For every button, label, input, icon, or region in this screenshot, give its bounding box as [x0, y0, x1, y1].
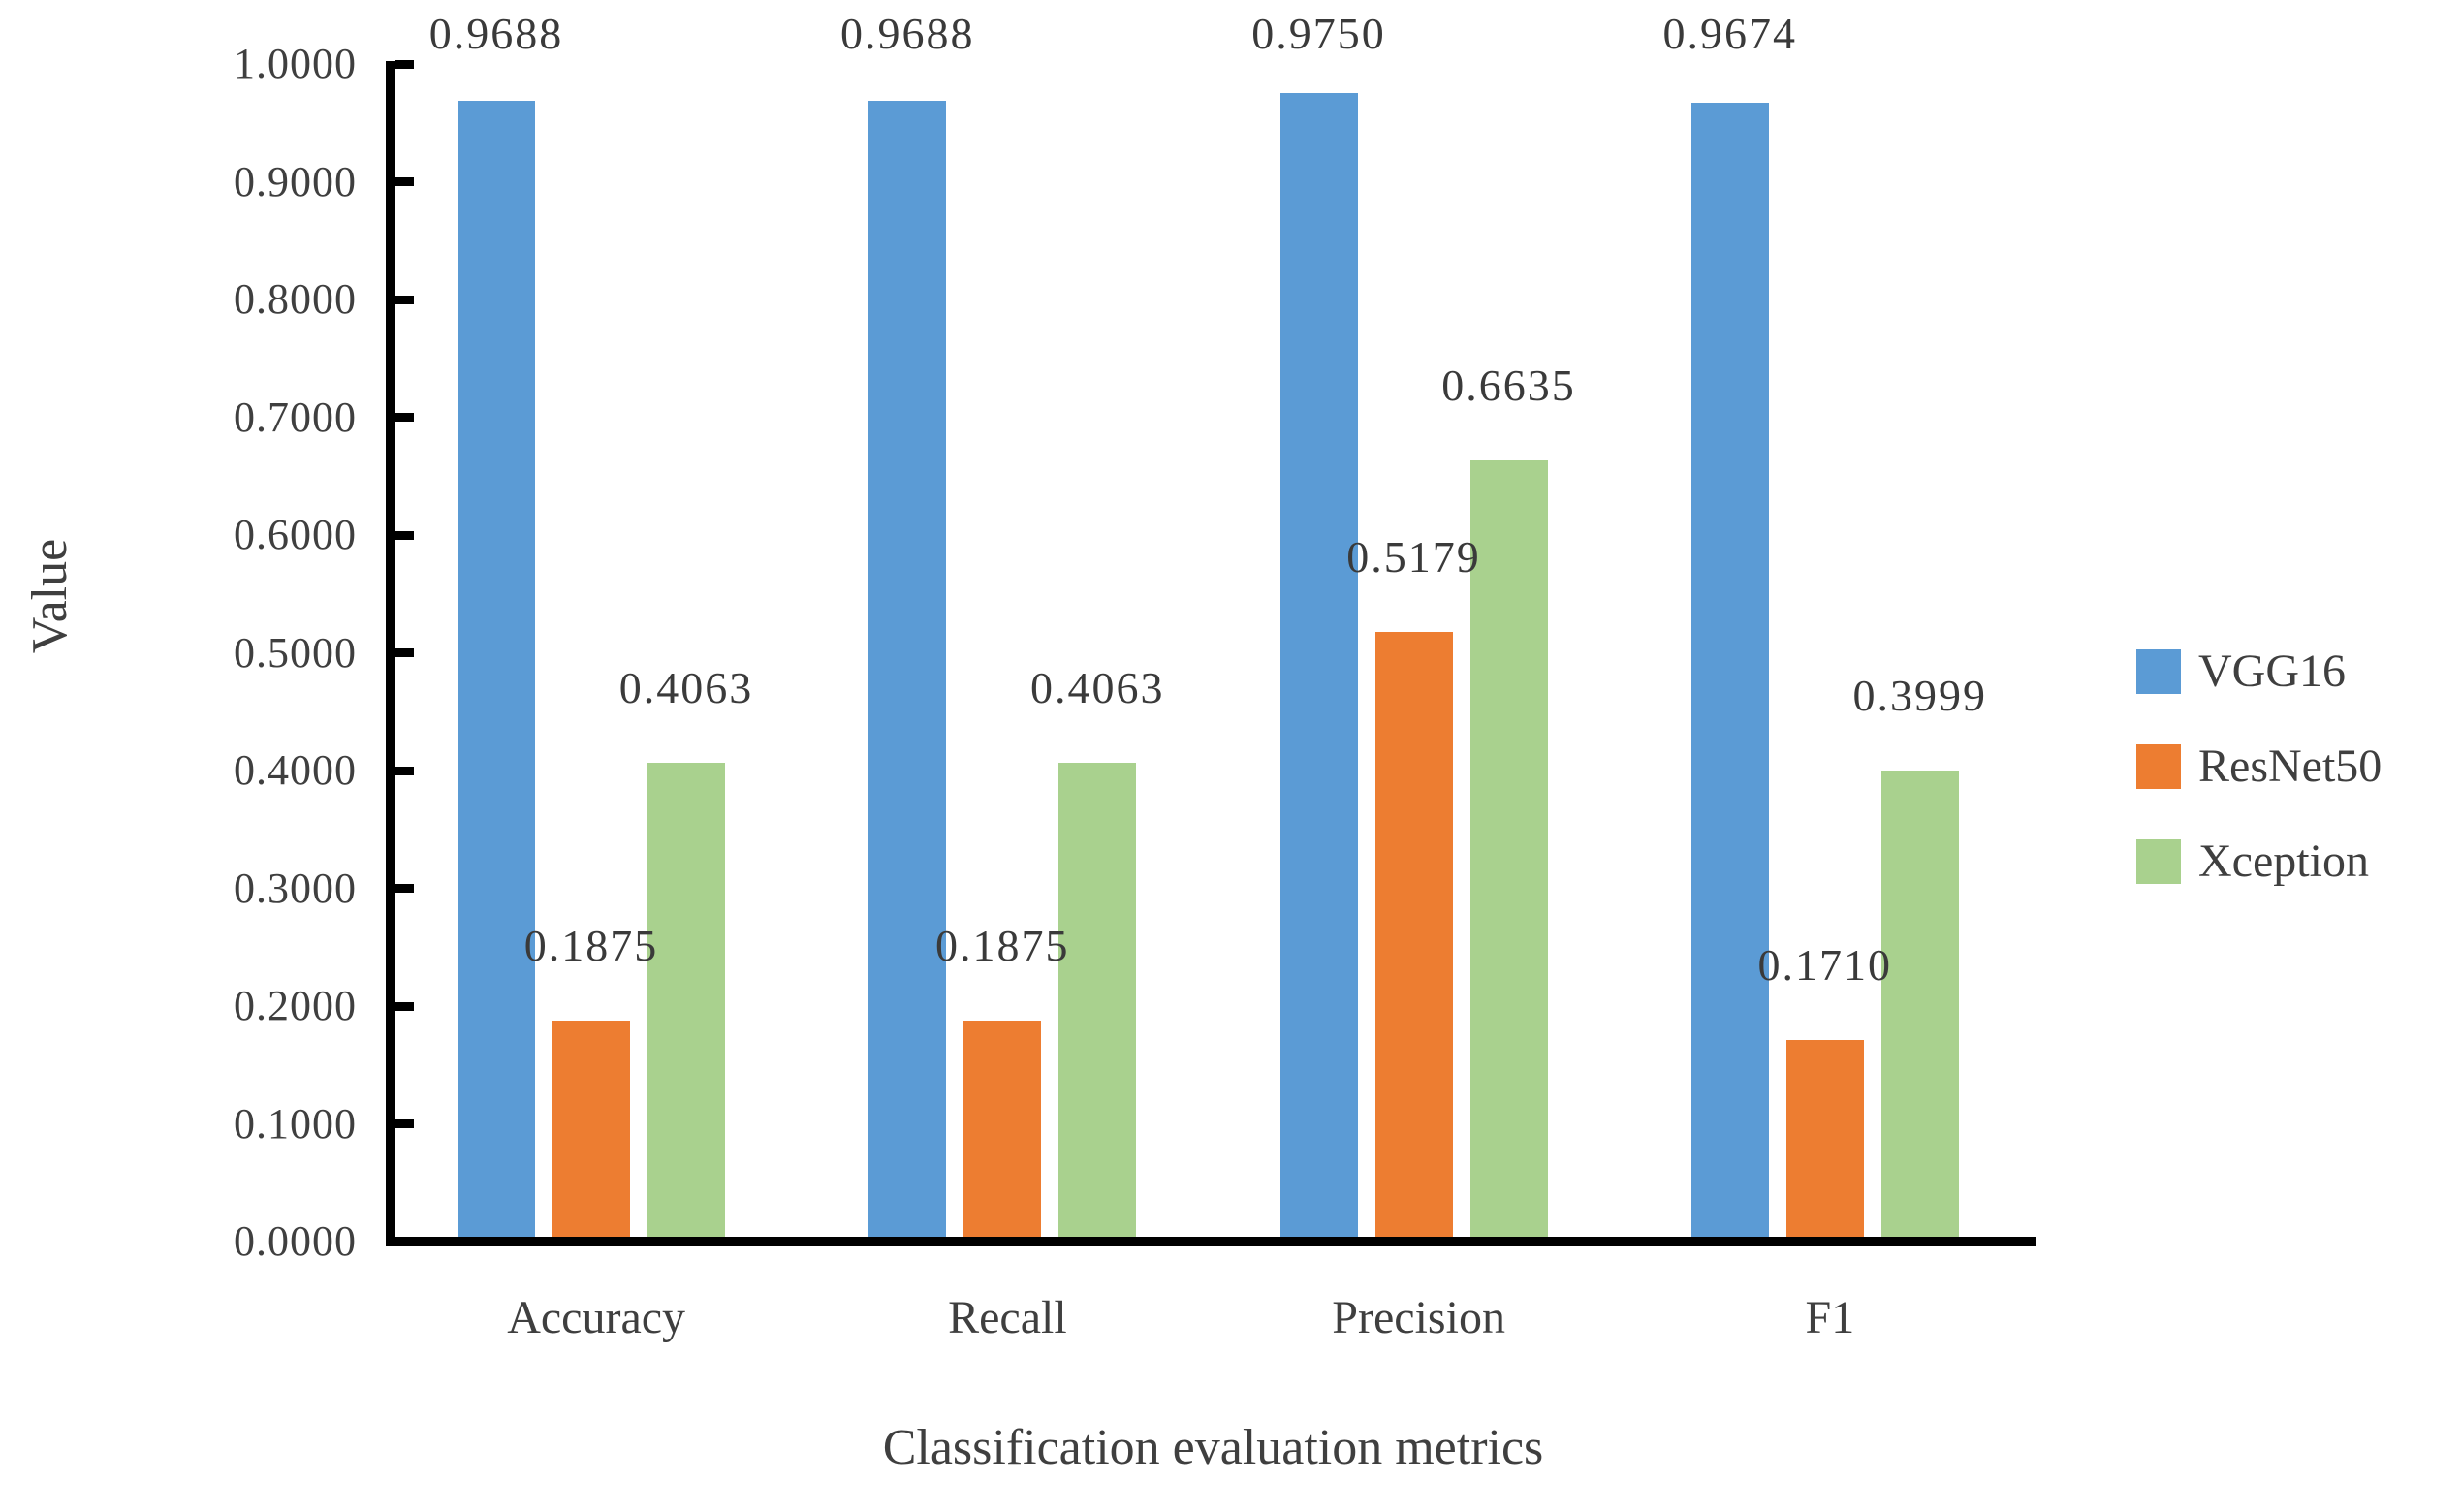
y-axis-line	[386, 61, 395, 1246]
bar-Xception-Recall	[1058, 763, 1137, 1242]
category-label-Precision: Precision	[1332, 1292, 1505, 1343]
bar-VGG16-F1	[1690, 102, 1769, 1242]
bar-Xception-Precision	[1469, 459, 1548, 1242]
y-tick	[395, 766, 414, 775]
data-label-VGG16-Recall: 0.9688	[840, 9, 975, 58]
y-tick	[395, 1001, 414, 1011]
legend-label-VGG16: VGG16	[2198, 646, 2346, 697]
bar-ResNet50-Precision	[1374, 631, 1453, 1242]
bar-ResNet50-Accuracy	[552, 1021, 630, 1242]
y-tick	[395, 413, 414, 422]
y-tick-label: 0.6000	[234, 511, 357, 558]
y-axis-title: Value	[22, 538, 78, 654]
y-tick-label: 0.2000	[234, 982, 357, 1029]
y-tick-label: 0.7000	[234, 393, 357, 441]
bar-VGG16-Precision	[1279, 93, 1358, 1242]
y-tick	[395, 177, 414, 186]
x-axis-title: Classification evaluation metrics	[882, 1420, 1544, 1475]
category-label-F1: F1	[1805, 1292, 1855, 1343]
data-label-Xception-Precision: 0.6635	[1441, 360, 1576, 410]
data-label-ResNet50-F1: 0.1710	[1757, 940, 1892, 991]
y-tick	[395, 530, 414, 540]
legend-swatch-Xception	[2136, 839, 2181, 884]
bar-ResNet50-F1	[1785, 1040, 1864, 1242]
y-tick-label: 1.0000	[234, 40, 357, 87]
y-tick-label: 0.4000	[234, 746, 357, 794]
y-tick	[395, 295, 414, 304]
data-label-ResNet50-Accuracy: 0.1875	[523, 921, 659, 971]
legend-swatch-ResNet50	[2136, 744, 2181, 789]
legend-item-VGG16: VGG16	[2136, 646, 2346, 697]
bar-VGG16-Accuracy	[458, 100, 535, 1242]
y-tick-label: 0.5000	[234, 628, 357, 677]
bar-Xception-Accuracy	[647, 763, 725, 1242]
y-tick-label: 0.3000	[234, 864, 357, 912]
y-tick-label: 0.1000	[234, 1099, 357, 1148]
y-tick	[395, 1119, 414, 1128]
legend-item-ResNet50: ResNet50	[2136, 740, 2383, 792]
data-label-VGG16-Precision: 0.9750	[1251, 9, 1386, 58]
x-axis-line	[386, 1237, 2036, 1246]
y-tick	[395, 59, 414, 69]
bar-ResNet50-Recall	[963, 1021, 1042, 1242]
legend-swatch-VGG16	[2136, 649, 2181, 694]
data-label-VGG16-F1: 0.9674	[1662, 9, 1797, 58]
data-label-VGG16-Accuracy: 0.9688	[428, 9, 564, 58]
category-label-Recall: Recall	[948, 1292, 1067, 1343]
legend-label-ResNet50: ResNet50	[2198, 740, 2383, 792]
data-label-Xception-F1: 0.3999	[1852, 671, 1987, 721]
y-tick	[395, 648, 414, 657]
y-tick-label: 0.9000	[234, 157, 357, 205]
y-tick-label: 0.8000	[234, 275, 357, 323]
legend-item-Xception: Xception	[2136, 835, 2369, 887]
bar-VGG16-Recall	[868, 100, 947, 1242]
data-label-Xception-Accuracy: 0.4063	[618, 663, 754, 713]
category-label-Accuracy: Accuracy	[507, 1292, 686, 1343]
y-tick	[395, 884, 414, 893]
y-tick-label: 0.0000	[234, 1217, 357, 1265]
legend-label-Xception: Xception	[2198, 835, 2369, 887]
bar-Xception-F1	[1880, 771, 1959, 1242]
data-label-ResNet50-Recall: 0.1875	[935, 921, 1070, 971]
data-label-ResNet50-Precision: 0.5179	[1346, 531, 1481, 582]
data-label-Xception-Recall: 0.4063	[1030, 663, 1165, 713]
